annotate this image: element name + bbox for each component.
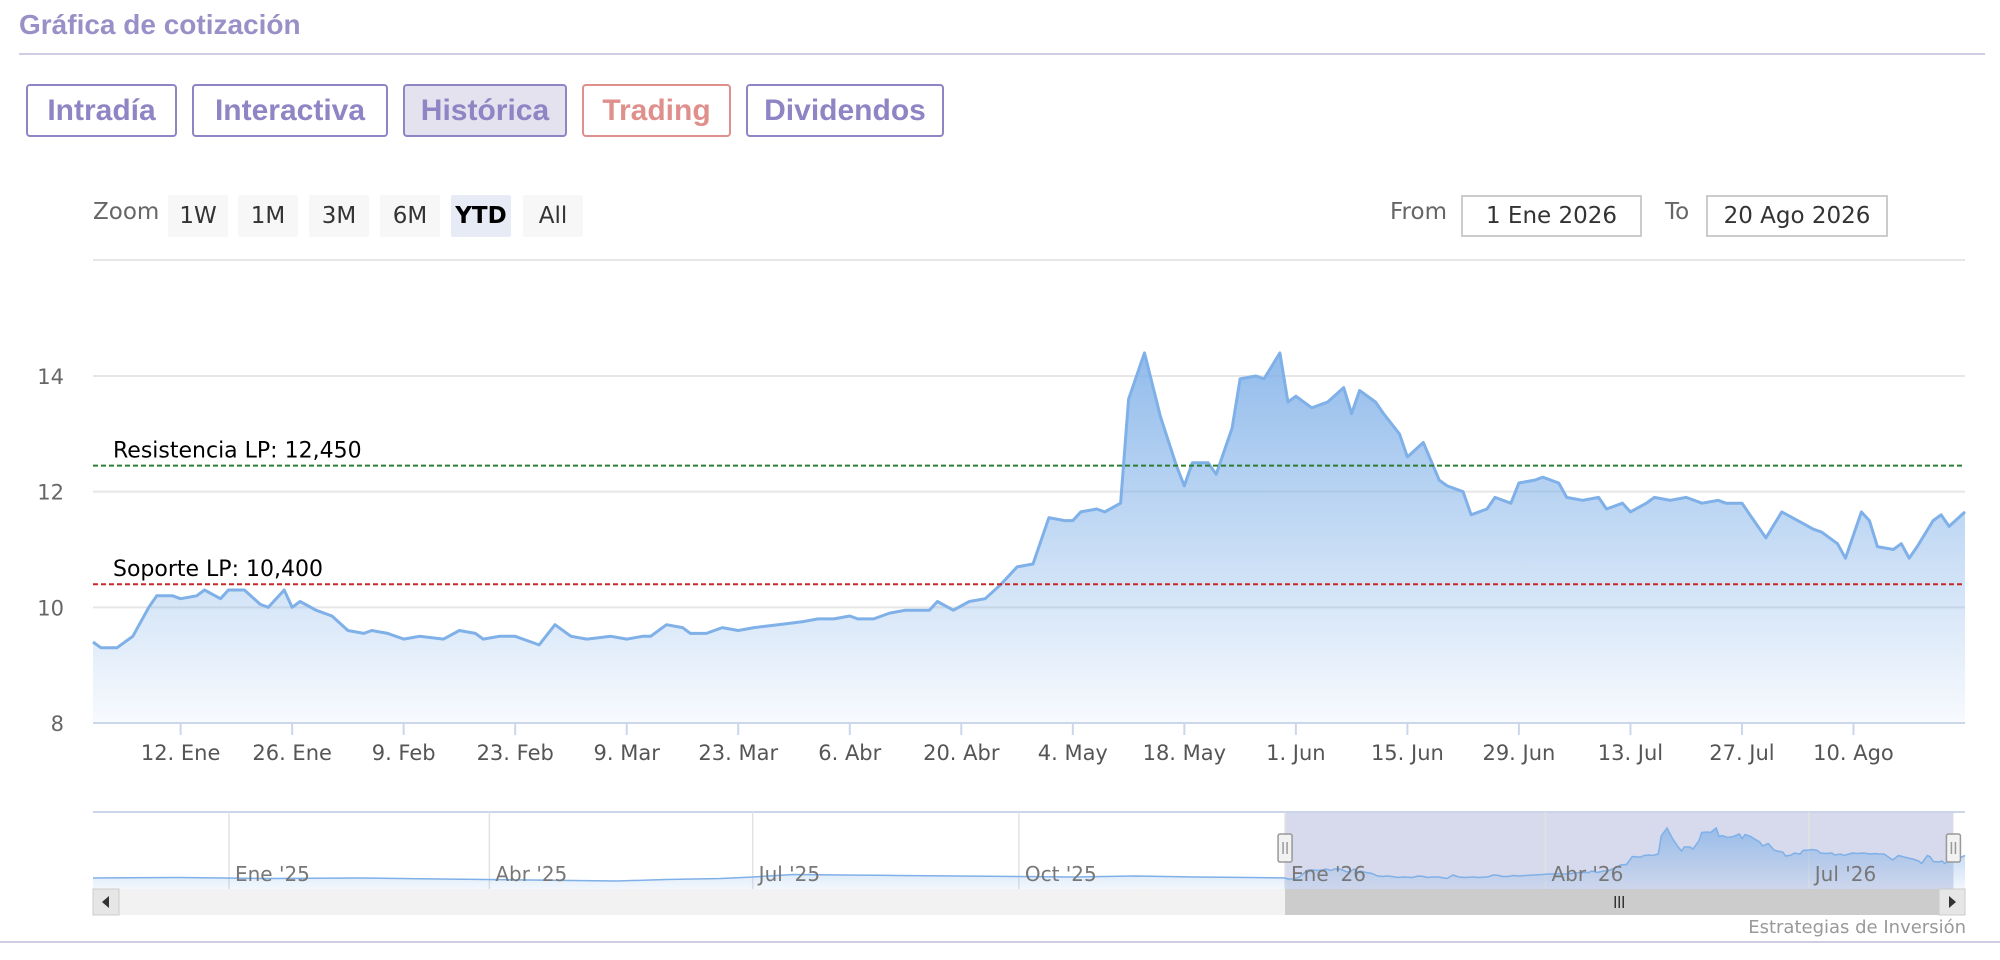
footer-divider (0, 941, 2000, 943)
price-area-fill (93, 352, 1965, 723)
x-tick-label: 13. Jul (1598, 741, 1663, 765)
range-from-input[interactable]: 1 Ene 2026 (1461, 195, 1642, 237)
x-tick-label: 27. Jul (1709, 741, 1774, 765)
title-divider (19, 53, 1985, 55)
x-tick-label: 1. Jun (1266, 741, 1326, 765)
zoom-all-button[interactable]: All (523, 195, 583, 237)
range-from-label: From (1390, 199, 1447, 225)
zoom-6m-button[interactable]: 6M (380, 195, 440, 237)
y-tick-label: 8 (51, 712, 64, 736)
scroll-right-arrow-icon[interactable] (1938, 888, 1966, 916)
navigator-label: Abr '26 (1551, 862, 1623, 886)
resistance-label: Resistencia LP: 12,450 (113, 439, 362, 464)
x-tick-label: 9. Feb (372, 741, 436, 765)
x-tick-label: 9. Mar (594, 741, 661, 765)
x-tick-label: 23. Mar (698, 741, 778, 765)
x-tick-label: 12. Ene (141, 741, 221, 765)
zoom-3m-button[interactable]: 3M (309, 195, 369, 237)
range-to-label: To (1665, 199, 1690, 225)
x-tick-label: 26. Ene (252, 741, 332, 765)
x-tick-label: 6. Abr (818, 741, 881, 765)
zoom-1w-button[interactable]: 1W (168, 195, 228, 237)
zoom-ytd-button[interactable]: YTD (451, 195, 511, 237)
scroll-left-arrow-icon[interactable] (92, 888, 120, 916)
tab-historica[interactable]: Histórica (403, 84, 567, 137)
navigator-scrollbar[interactable] (92, 888, 1966, 916)
tab-dividendos[interactable]: Dividendos (746, 84, 944, 137)
navigator-left-handle[interactable] (1277, 833, 1293, 863)
navigator-label: Oct '25 (1025, 862, 1097, 886)
navigator-label: Jul '26 (1813, 862, 1876, 886)
x-tick-label: 23. Feb (477, 741, 554, 765)
y-tick-label: 14 (37, 365, 64, 389)
navigator-label: Jul '25 (757, 862, 820, 886)
page-title: Gráfica de cotización (19, 9, 301, 40)
x-tick-label: 10. Ago (1813, 741, 1894, 765)
navigator-label: Ene '25 (235, 862, 310, 886)
y-tick-label: 10 (37, 596, 64, 620)
x-tick-label: 20. Abr (923, 741, 1000, 765)
zoom-1m-button[interactable]: 1M (238, 195, 298, 237)
x-tick-label: 18. May (1143, 741, 1227, 765)
tab-trading[interactable]: Trading (582, 84, 731, 137)
navigator-label: Ene '26 (1291, 862, 1366, 886)
navigator-right-handle[interactable] (1945, 833, 1962, 863)
navigator-label: Abr '25 (495, 862, 567, 886)
credits-text: Estrategias de Inversión (1748, 917, 1966, 938)
x-tick-label: 15. Jun (1371, 741, 1444, 765)
price-series-line (92, 351, 1967, 650)
x-tick-label: 29. Jun (1482, 741, 1555, 765)
tab-interactiva[interactable]: Interactiva (192, 84, 388, 137)
tab-intradia[interactable]: Intradía (26, 84, 177, 137)
support-label: Soporte LP: 10,400 (113, 557, 323, 582)
range-to-input[interactable]: 20 Ago 2026 (1706, 195, 1888, 237)
zoom-label: Zoom (93, 199, 160, 225)
x-tick-label: 4. May (1038, 741, 1108, 765)
navigator-line (92, 826, 1966, 882)
y-tick-label: 12 (37, 481, 64, 505)
